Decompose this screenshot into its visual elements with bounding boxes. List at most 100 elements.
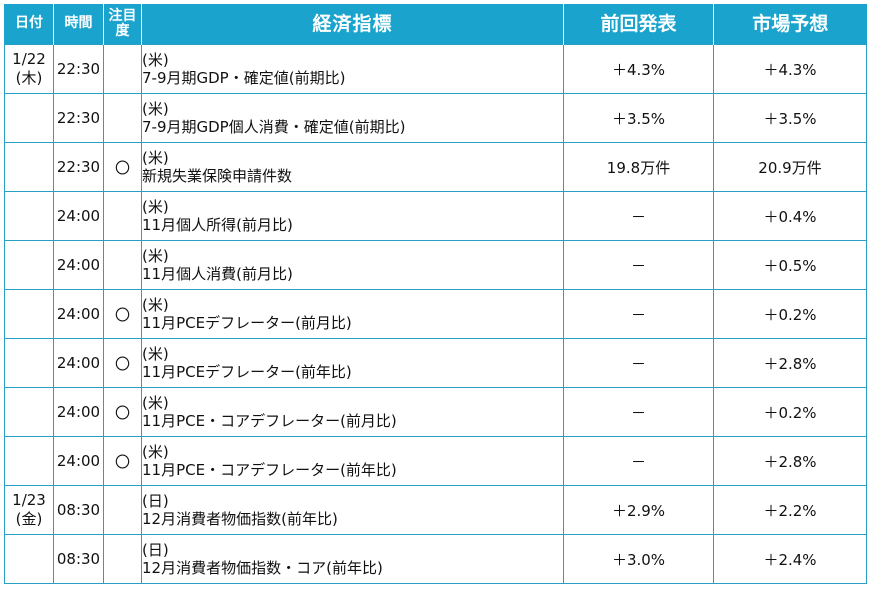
country: (米) [142, 247, 169, 265]
table-row: 1/22 (木) 22:30 (米) 7-9月期GDP・確定値(前期比) ＋4.3%… [4, 44, 867, 94]
indicator-cell: (米) 11月PCEデフレーター(前月比) [141, 289, 564, 339]
forecast-value: 20.9万件 [713, 142, 867, 192]
date-cell: 1/23 (金) [4, 485, 54, 535]
previous-value: ＋4.3% [563, 44, 714, 94]
attention-mark [103, 93, 142, 143]
time-cell: 24:00 [53, 289, 104, 339]
attention-mark: 〇 [103, 338, 142, 388]
forecast-value: ＋2.2% [713, 485, 867, 535]
date-cell [4, 534, 54, 584]
table-row: 22:30 〇 (米) 新規失業保険申請件数 19.8万件 20.9万件 [4, 142, 867, 192]
attention-mark: 〇 [103, 289, 142, 339]
date-cell [4, 191, 54, 241]
forecast-value: ＋0.2% [713, 387, 867, 437]
indicator-name: 11月PCE・コアデフレーター(前年比) [142, 461, 397, 479]
time-cell: 22:30 [53, 93, 104, 143]
date-cell [4, 93, 54, 143]
date-cell [4, 338, 54, 388]
indicator-cell: (日) 12月消費者物価指数・コア(前年比) [141, 534, 564, 584]
indicator-name: 12月消費者物価指数・コア(前年比) [142, 559, 383, 577]
header-row: 日付 時間 注目度 経済指標 前回発表 市場予想 [4, 4, 867, 45]
date-cell [4, 142, 54, 192]
header-forecast: 市場予想 [713, 4, 867, 45]
date-cell [4, 289, 54, 339]
table-row: 1/23 (金) 08:30 (日) 12月消費者物価指数(前年比) ＋2.9% ＋… [4, 485, 867, 535]
attention-mark [103, 191, 142, 241]
table-row: 24:00 (米) 11月個人所得(前月比) － ＋0.4% [4, 191, 867, 241]
forecast-value: ＋4.3% [713, 44, 867, 94]
indicator-cell: (日) 12月消費者物価指数(前年比) [141, 485, 564, 535]
time-cell: 22:30 [53, 142, 104, 192]
indicator-cell: (米) 7-9月期GDP個人消費・確定値(前期比) [141, 93, 564, 143]
table-row: 22:30 (米) 7-9月期GDP個人消費・確定値(前期比) ＋3.5% ＋3.… [4, 93, 867, 143]
attention-mark [103, 44, 142, 94]
indicator-name: 11月PCE・コアデフレーター(前月比) [142, 412, 397, 430]
indicator-name: 11月個人所得(前月比) [142, 216, 293, 234]
previous-value: － [563, 240, 714, 290]
header-time: 時間 [53, 4, 104, 45]
date: 1/22 [12, 50, 46, 69]
forecast-value: ＋3.5% [713, 93, 867, 143]
country: (米) [142, 345, 169, 363]
time-cell: 24:00 [53, 338, 104, 388]
indicator-name: 7-9月期GDP個人消費・確定値(前期比) [142, 118, 406, 136]
previous-value: － [563, 289, 714, 339]
previous-value: － [563, 387, 714, 437]
date-cell: 1/22 (木) [4, 44, 54, 94]
attention-mark [103, 534, 142, 584]
indicator-name: 7-9月期GDP・確定値(前期比) [142, 69, 346, 87]
date-cell [4, 436, 54, 486]
time-cell: 24:00 [53, 240, 104, 290]
forecast-value: ＋0.4% [713, 191, 867, 241]
previous-value: ＋3.5% [563, 93, 714, 143]
header-previous: 前回発表 [563, 4, 714, 45]
indicator-cell: (米) 11月PCE・コアデフレーター(前年比) [141, 436, 564, 486]
indicator-name: 11月個人消費(前月比) [142, 265, 293, 283]
forecast-value: ＋0.5% [713, 240, 867, 290]
previous-value: － [563, 191, 714, 241]
indicator-name: 11月PCEデフレーター(前月比) [142, 314, 352, 332]
table-row: 24:00 〇 (米) 11月PCE・コアデフレーター(前月比) － ＋0.2% [4, 387, 867, 437]
time-cell: 24:00 [53, 436, 104, 486]
time-cell: 08:30 [53, 534, 104, 584]
weekday: (木) [15, 69, 43, 87]
indicator-name: 11月PCEデフレーター(前年比) [142, 363, 352, 381]
weekday: (金) [15, 510, 43, 528]
previous-value: ＋2.9% [563, 485, 714, 535]
date-cell [4, 387, 54, 437]
previous-value: ＋3.0% [563, 534, 714, 584]
country: (米) [142, 51, 169, 69]
time-cell: 24:00 [53, 387, 104, 437]
previous-value: － [563, 338, 714, 388]
table-row: 24:00 〇 (米) 11月PCEデフレーター(前月比) － ＋0.2% [4, 289, 867, 339]
country: (米) [142, 296, 169, 314]
forecast-value: ＋2.4% [713, 534, 867, 584]
country: (日) [142, 541, 169, 559]
date: 1/23 [12, 491, 46, 510]
forecast-value: ＋2.8% [713, 436, 867, 486]
attention-mark: 〇 [103, 436, 142, 486]
date-cell [4, 240, 54, 290]
forecast-value: ＋2.8% [713, 338, 867, 388]
country: (米) [142, 443, 169, 461]
indicator-name: 新規失業保険申請件数 [142, 167, 293, 185]
previous-value: － [563, 436, 714, 486]
indicator-cell: (米) 新規失業保険申請件数 [141, 142, 564, 192]
economic-calendar-table: 日付 時間 注目度 経済指標 前回発表 市場予想 1/22 (木) 22:30 (… [4, 4, 867, 584]
indicator-cell: (米) 11月PCEデフレーター(前年比) [141, 338, 564, 388]
table-row: 08:30 (日) 12月消費者物価指数・コア(前年比) ＋3.0% ＋2.4% [4, 534, 867, 584]
indicator-name: 12月消費者物価指数(前年比) [142, 510, 338, 528]
indicator-cell: (米) 11月個人所得(前月比) [141, 191, 564, 241]
previous-value: 19.8万件 [563, 142, 714, 192]
indicator-cell: (米) 11月PCE・コアデフレーター(前月比) [141, 387, 564, 437]
header-indicator: 経済指標 [141, 4, 564, 45]
time-cell: 22:30 [53, 44, 104, 94]
time-cell: 24:00 [53, 191, 104, 241]
attention-mark [103, 240, 142, 290]
attention-mark: 〇 [103, 387, 142, 437]
country: (米) [142, 100, 169, 118]
table-row: 24:00 (米) 11月個人消費(前月比) － ＋0.5% [4, 240, 867, 290]
country: (米) [142, 149, 169, 167]
header-attention: 注目度 [103, 4, 142, 45]
indicator-cell: (米) 7-9月期GDP・確定値(前期比) [141, 44, 564, 94]
